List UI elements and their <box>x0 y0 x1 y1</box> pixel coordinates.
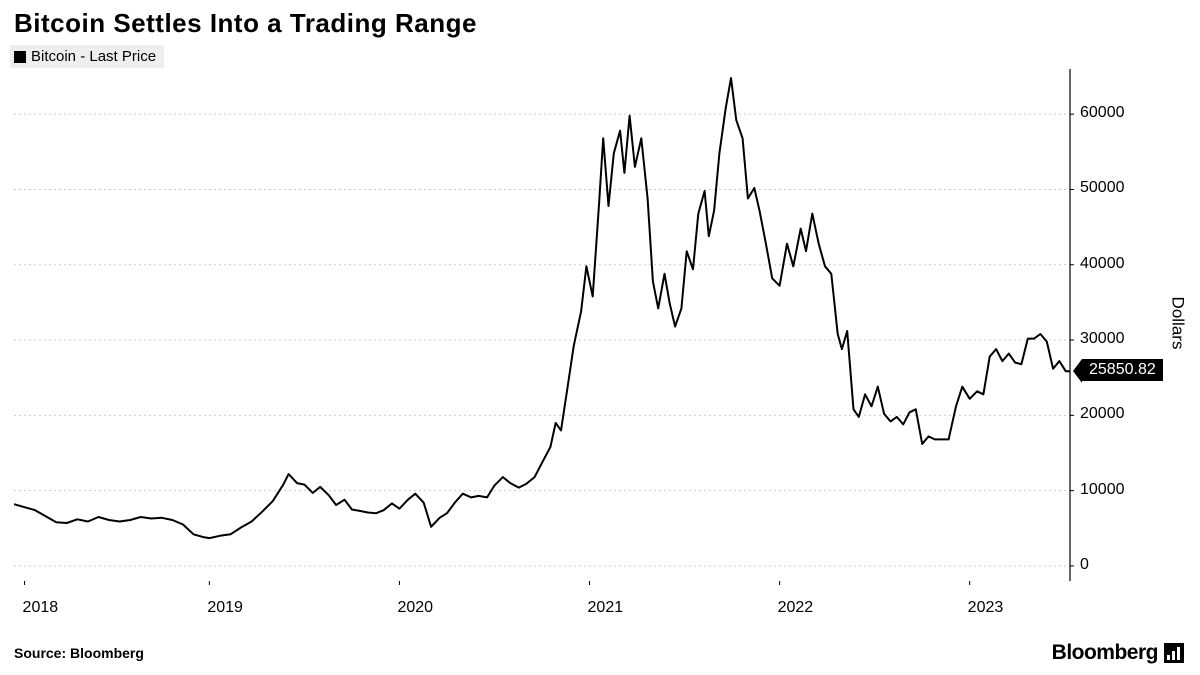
chart-plot-area <box>14 65 1074 585</box>
y-tick-label: 20000 <box>1080 405 1125 423</box>
bloomberg-brand: Bloomberg <box>1052 641 1184 665</box>
x-tick-label: 2022 <box>778 599 814 617</box>
y-tick-label: 10000 <box>1080 481 1125 499</box>
source-attribution: Source: Bloomberg <box>14 645 144 661</box>
x-tick-label: 2019 <box>207 599 243 617</box>
y-tick-label: 50000 <box>1080 179 1125 197</box>
y-tick-label: 30000 <box>1080 330 1125 348</box>
price-line <box>14 78 1070 538</box>
y-tick-label: 0 <box>1080 556 1089 574</box>
x-tick-label: 2018 <box>23 599 59 617</box>
y-tick-label: 40000 <box>1080 255 1125 273</box>
x-tick-label: 2020 <box>397 599 433 617</box>
brand-label: Bloomberg <box>1052 641 1158 665</box>
last-price-value: 25850.82 <box>1089 361 1156 378</box>
chart-title: Bitcoin Settles Into a Trading Range <box>0 0 1200 39</box>
legend-marker <box>14 51 26 63</box>
y-axis-title: Dollars <box>1168 297 1188 350</box>
bloomberg-terminal-icon <box>1164 643 1184 663</box>
y-tick-label: 60000 <box>1080 104 1125 122</box>
x-tick-label: 2023 <box>968 599 1004 617</box>
legend-label: Bitcoin - Last Price <box>31 48 156 65</box>
last-price-flag: 25850.82 <box>1082 359 1163 381</box>
line-chart-svg <box>14 65 1074 585</box>
x-tick-label: 2021 <box>588 599 624 617</box>
